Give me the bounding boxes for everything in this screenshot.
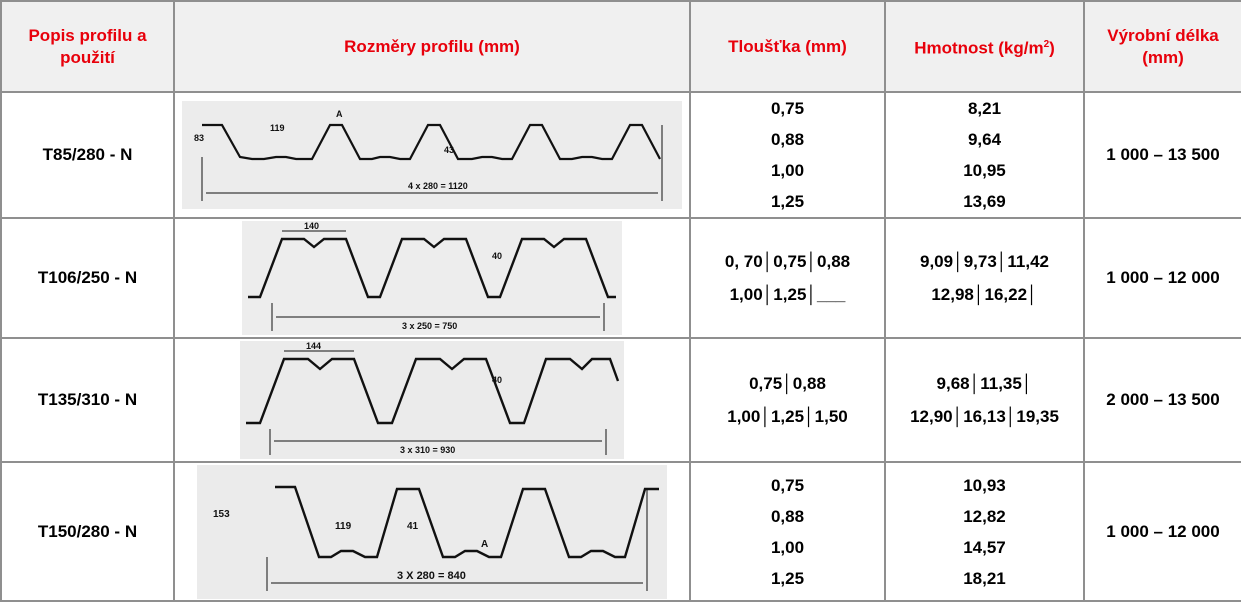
header-weight-prefix: Hmotnost (kg/m [914, 38, 1044, 58]
header-row: Popis profilu a použití Rozměry profilu … [0, 0, 1241, 93]
thickness-value: 1,25 [770, 568, 805, 588]
weight-value: 12,90│16,13│19,35 [910, 407, 1059, 426]
dim-label: 140 [304, 221, 319, 231]
dim-label: 119 [335, 521, 352, 532]
thickness-value: 0,88 [770, 130, 805, 149]
thickness-cell: 0, 70│0,75│0,88 1,00│1,25│___ [689, 217, 886, 339]
header-dimensions: Rozměry profilu (mm) [173, 0, 691, 93]
profile-t150-drawing: 153 119 41 A 3 X 280 = 840 [197, 464, 667, 599]
header-length: Výrobní délka (mm) [1083, 0, 1241, 93]
span-label: 3 x 310 = 930 [400, 445, 455, 455]
weight-cell: 9,68│11,35│ 12,90│16,13│19,35 [884, 337, 1085, 463]
dim-label: 83 [194, 133, 204, 143]
thickness-value: 1,00 [770, 537, 805, 557]
weight-value: 9,09│9,73│11,42 [919, 252, 1050, 271]
thickness-cell: 0,75 0,88 1,00 1,25 [689, 461, 886, 602]
profile-name: T135/310 - N [0, 337, 175, 463]
dim-label: 40 [492, 251, 502, 261]
profile-drawing: 144 40 3 x 310 = 930 [173, 337, 691, 463]
weight-value: 14,57 [963, 537, 1006, 557]
dim-label: A [336, 109, 343, 119]
table-row: T150/280 - N 153 119 41 A 3 X 280 = 840 … [0, 461, 1241, 602]
span-label: 3 X 280 = 840 [397, 570, 466, 582]
weight-value: 10,95 [963, 161, 1006, 180]
profile-name: T85/280 - N [0, 91, 175, 219]
length-cell: 1 000 – 13 500 [1083, 91, 1241, 219]
weight-cell: 10,93 12,82 14,57 18,21 [884, 461, 1085, 602]
table-row: T135/310 - N 144 40 3 x 310 = 930 0,75│0… [0, 337, 1241, 463]
dim-label: A [481, 539, 488, 550]
dim-label: 119 [270, 123, 285, 133]
dim-label: 144 [306, 341, 321, 351]
thickness-value: 0,75│0,88 [749, 374, 826, 393]
weight-value: 9,68│11,35│ [936, 374, 1033, 393]
thickness-value: 1,25 [770, 192, 805, 211]
header-thickness: Tloušťka (mm) [689, 0, 886, 93]
weight-value: 8,21 [967, 99, 1002, 118]
profile-name: T106/250 - N [0, 217, 175, 339]
length-cell: 1 000 – 12 000 [1083, 217, 1241, 339]
weight-value: 13,69 [963, 192, 1006, 211]
header-weight-suffix: ) [1049, 38, 1055, 58]
span-label: 3 x 250 = 750 [402, 321, 457, 331]
table-row: T106/250 - N 140 40 3 x 250 = 750 0, 70│… [0, 217, 1241, 339]
thickness-value: 1,00 [770, 161, 805, 180]
weight-cell: 8,21 9,64 10,95 13,69 [884, 91, 1085, 219]
span-label: 4 x 280 = 1120 [408, 181, 468, 191]
profile-drawing: 140 40 3 x 250 = 750 [173, 217, 691, 339]
weight-value: 12,98│16,22│ [931, 285, 1038, 304]
thickness-cell: 0,75 0,88 1,00 1,25 [689, 91, 886, 219]
thickness-value: 0,75 [770, 475, 805, 495]
profile-drawing: 83 119 A 43 4 x 280 = 1120 [173, 91, 691, 219]
thickness-value: 0,88 [770, 506, 805, 526]
header-weight-sup: 2 [1043, 38, 1050, 50]
header-profile: Popis profilu a použití [0, 0, 175, 93]
thickness-value: 0, 70│0,75│0,88 [724, 252, 851, 271]
header-weight: Hmotnost (kg/m2) [884, 0, 1085, 93]
dim-label: 40 [492, 375, 502, 385]
dim-label: 153 [213, 509, 230, 520]
profile-t85-drawing: 83 119 A 43 4 x 280 = 1120 [182, 101, 682, 209]
length-cell: 1 000 – 12 000 [1083, 461, 1241, 602]
weight-value: 18,21 [963, 568, 1006, 588]
dim-label: 43 [444, 145, 454, 155]
thickness-value: 1,00│1,25│___ [729, 285, 846, 304]
profile-name: T150/280 - N [0, 461, 175, 602]
profile-t106-drawing: 140 40 3 x 250 = 750 [242, 221, 622, 335]
profile-drawing: 153 119 41 A 3 X 280 = 840 [173, 461, 691, 602]
thickness-cell: 0,75│0,88 1,00│1,25│1,50 [689, 337, 886, 463]
weight-cell: 9,09│9,73│11,42 12,98│16,22│ [884, 217, 1085, 339]
thickness-value: 1,00│1,25│1,50 [727, 407, 848, 426]
length-cell: 2 000 – 13 500 [1083, 337, 1241, 463]
weight-value: 12,82 [963, 506, 1006, 526]
table-row: T85/280 - N 83 119 A 43 4 x 280 = 1120 0… [0, 91, 1241, 219]
weight-value: 9,64 [967, 130, 1002, 149]
thickness-value: 0,75 [770, 99, 805, 118]
profile-t135-drawing: 144 40 3 x 310 = 930 [240, 341, 624, 459]
dim-label: 41 [407, 521, 419, 532]
weight-value: 10,93 [963, 475, 1006, 495]
